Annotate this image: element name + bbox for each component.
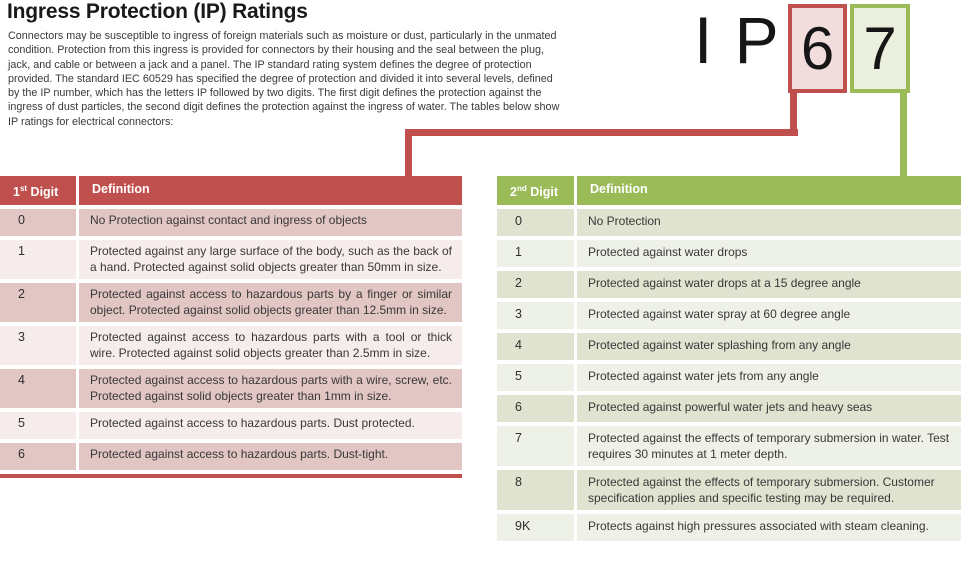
- ip-prefix-text: I P: [694, 3, 781, 77]
- digit-cell: 2: [497, 271, 574, 299]
- digit-cell: 4: [497, 333, 574, 361]
- definition-cell: Protected against access to hazardous pa…: [79, 283, 462, 323]
- definition-cell: Protected against access to hazardous pa…: [79, 326, 462, 366]
- first-digit-table-grid: 1st Digit Definition 0 No Protection agai…: [0, 176, 462, 471]
- digit-cell: 0: [497, 209, 574, 237]
- column-header-definition: Definition: [577, 176, 961, 206]
- first-digit-connector-horizontal: [405, 129, 798, 136]
- second-digit-value: 7: [863, 15, 897, 82]
- definition-cell: Protected against water drops at a 15 de…: [577, 271, 961, 299]
- second-digit-table: 2nd Digit Definition 0 No Protection 1 Prot…: [497, 176, 961, 542]
- digit-cell: 6: [0, 443, 76, 471]
- digit-cell: 7: [497, 426, 574, 467]
- first-digit-connector-drop: [405, 129, 412, 176]
- digit-cell: 1: [0, 240, 76, 280]
- digit-cell: 2: [0, 283, 76, 323]
- digit-cell: 3: [0, 326, 76, 366]
- first-digit-value: 6: [800, 15, 835, 82]
- definition-cell: Protected against the effects of tempora…: [577, 426, 961, 467]
- definition-cell: Protected against water jets from any an…: [577, 364, 961, 392]
- definition-cell: Protected against the effects of tempora…: [577, 470, 961, 511]
- digit-cell: 5: [0, 412, 76, 440]
- digit-cell: 9K: [497, 514, 574, 542]
- digit-cell: 4: [0, 369, 76, 409]
- definition-cell: Protected against access to hazardous pa…: [79, 443, 462, 471]
- intro-paragraph: Connectors may be susceptible to ingress…: [8, 30, 560, 128]
- table-bottom-border: [0, 474, 462, 479]
- digit-cell: 0: [0, 209, 76, 237]
- definition-cell: Protected against access to hazardous pa…: [79, 369, 462, 409]
- second-digit-box: 7: [850, 4, 910, 93]
- definition-cell: Protected against any large surface of t…: [79, 240, 462, 280]
- definition-cell: Protected against water drops: [577, 240, 961, 268]
- definition-cell: No Protection against contact and ingres…: [79, 209, 462, 237]
- column-header-definition: Definition: [79, 176, 462, 206]
- definition-cell: Protected against water spray at 60 degr…: [577, 302, 961, 330]
- digit-cell: 5: [497, 364, 574, 392]
- second-digit-table-grid: 2nd Digit Definition 0 No Protection 1 Prot…: [497, 176, 961, 542]
- digit-cell: 1: [497, 240, 574, 268]
- first-digit-box: 6: [788, 4, 847, 93]
- first-digit-connector-stub: [790, 92, 797, 136]
- column-header-second-digit: 2nd Digit: [497, 176, 574, 206]
- definition-cell: Protected against powerful water jets an…: [577, 395, 961, 423]
- definition-cell: Protects against high pressures associat…: [577, 514, 961, 542]
- digit-cell: 6: [497, 395, 574, 423]
- digit-cell: 3: [497, 302, 574, 330]
- first-digit-table: 1st Digit Definition 0 No Protection agai…: [0, 176, 462, 479]
- second-digit-connector: [900, 92, 907, 176]
- page-title: Ingress Protection (IP) Ratings: [7, 0, 308, 23]
- definition-cell: No Protection: [577, 209, 961, 237]
- column-header-first-digit: 1st Digit: [0, 176, 76, 206]
- digit-cell: 8: [497, 470, 574, 511]
- definition-cell: Protected against access to hazardous pa…: [79, 412, 462, 440]
- definition-cell: Protected against water splashing from a…: [577, 333, 961, 361]
